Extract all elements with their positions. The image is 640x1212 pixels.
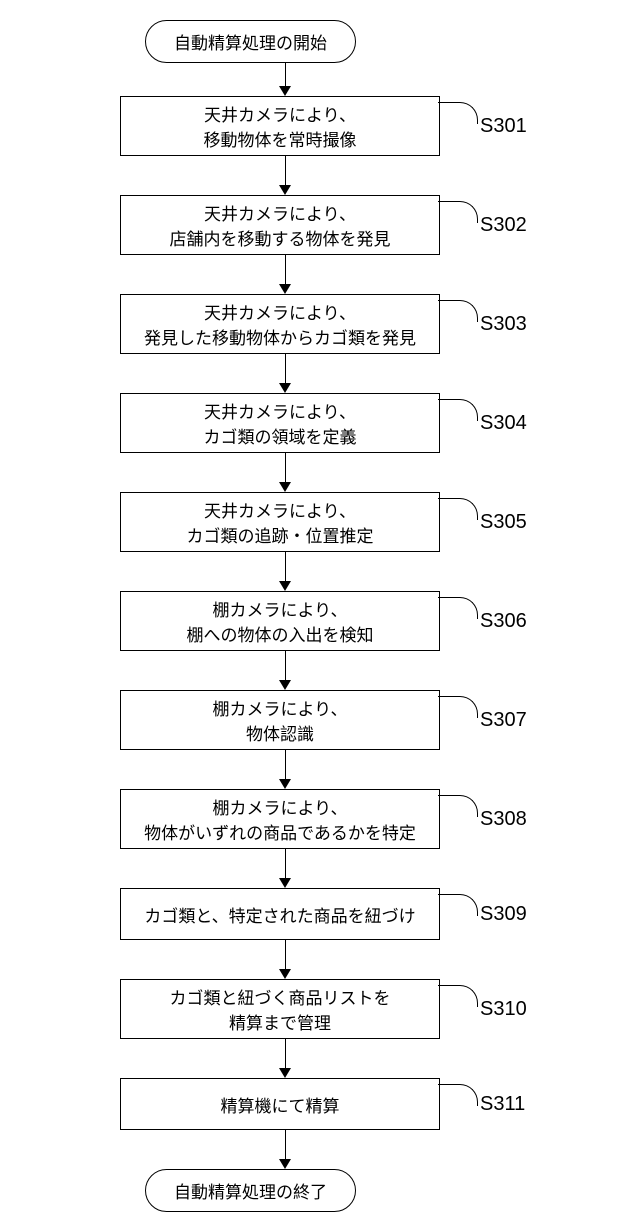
- process-box: 天井カメラにより、カゴ類の領域を定義: [120, 393, 440, 453]
- step-connector: [438, 498, 478, 520]
- process-text-line: 精算機にて精算: [127, 1092, 433, 1117]
- process-box: 天井カメラにより、移動物体を常時撮像: [120, 96, 440, 156]
- flow-arrow: [279, 552, 291, 591]
- process-text-line: 発見した移動物体からカゴ類を発見: [127, 324, 433, 349]
- process-text-line: 棚への物体の入出を検知: [127, 621, 433, 646]
- step-label: S301: [480, 115, 527, 138]
- process-text-line: 天井カメラにより、: [127, 299, 433, 324]
- process-box: 棚カメラにより、棚への物体の入出を検知: [120, 591, 440, 651]
- step-connector: [438, 102, 478, 124]
- process-text-line: 精算まで管理: [127, 1009, 433, 1034]
- process-text-line: カゴ類の追跡・位置推定: [127, 522, 433, 547]
- process-text-line: カゴ類の領域を定義: [127, 423, 433, 448]
- step-connector: [438, 201, 478, 223]
- process-text-line: 天井カメラにより、: [127, 101, 433, 126]
- step-label: S309: [480, 903, 527, 926]
- step-label: S308: [480, 808, 527, 831]
- flow-arrow: [279, 1130, 291, 1169]
- process-text-line: カゴ類と紐づく商品リストを: [127, 984, 433, 1009]
- flow-arrow: [279, 453, 291, 492]
- terminator-end: 自動精算処理の終了: [145, 1169, 356, 1212]
- step-s305: 天井カメラにより、カゴ類の追跡・位置推定 S305: [0, 492, 640, 552]
- process-box: カゴ類と紐づく商品リストを精算まで管理: [120, 979, 440, 1039]
- flow-arrow: [279, 156, 291, 195]
- process-box: 天井カメラにより、カゴ類の追跡・位置推定: [120, 492, 440, 552]
- step-connector: [438, 597, 478, 619]
- step-connector: [438, 1084, 478, 1106]
- process-text-line: 棚カメラにより、: [127, 794, 433, 819]
- flow-arrow: [279, 1039, 291, 1078]
- process-box: 棚カメラにより、物体がいずれの商品であるかを特定: [120, 789, 440, 849]
- step-s306: 棚カメラにより、棚への物体の入出を検知 S306: [0, 591, 640, 651]
- flow-arrow: [279, 940, 291, 979]
- step-connector: [438, 399, 478, 421]
- step-connector: [438, 300, 478, 322]
- step-label: S305: [480, 511, 527, 534]
- step-s309: カゴ類と、特定された商品を紐づけ S309: [0, 888, 640, 940]
- step-connector: [438, 795, 478, 817]
- step-connector: [438, 985, 478, 1007]
- process-box: 天井カメラにより、発見した移動物体からカゴ類を発見: [120, 294, 440, 354]
- step-s303: 天井カメラにより、発見した移動物体からカゴ類を発見 S303: [0, 294, 640, 354]
- process-text-line: 天井カメラにより、: [127, 497, 433, 522]
- flow-arrow: [279, 63, 291, 96]
- step-s307: 棚カメラにより、物体認識 S307: [0, 690, 640, 750]
- step-s311: 精算機にて精算 S311: [0, 1078, 640, 1130]
- process-text-line: 天井カメラにより、: [127, 398, 433, 423]
- step-label: S307: [480, 709, 527, 732]
- step-label: S310: [480, 998, 527, 1021]
- process-text-line: 店舗内を移動する物体を発見: [127, 225, 433, 250]
- step-label: S303: [480, 313, 527, 336]
- step-label: S306: [480, 610, 527, 633]
- process-box: 精算機にて精算: [120, 1078, 440, 1130]
- step-s302: 天井カメラにより、店舗内を移動する物体を発見 S302: [0, 195, 640, 255]
- flowchart-container: 自動精算処理の開始天井カメラにより、移動物体を常時撮像S301天井カメラにより、…: [0, 0, 640, 1212]
- terminator-start: 自動精算処理の開始: [145, 20, 356, 63]
- flow-arrow: [279, 651, 291, 690]
- process-box: 棚カメラにより、物体認識: [120, 690, 440, 750]
- process-text-line: 移動物体を常時撮像: [127, 126, 433, 151]
- step-label: S311: [480, 1093, 525, 1116]
- process-box: カゴ類と、特定された商品を紐づけ: [120, 888, 440, 940]
- step-s310: カゴ類と紐づく商品リストを精算まで管理 S310: [0, 979, 640, 1039]
- process-text-line: 天井カメラにより、: [127, 200, 433, 225]
- flow-arrow: [279, 849, 291, 888]
- process-text-line: 棚カメラにより、: [127, 695, 433, 720]
- step-connector: [438, 894, 478, 916]
- process-box: 天井カメラにより、店舗内を移動する物体を発見: [120, 195, 440, 255]
- step-connector: [438, 696, 478, 718]
- step-s304: 天井カメラにより、カゴ類の領域を定義 S304: [0, 393, 640, 453]
- process-text-line: カゴ類と、特定された商品を紐づけ: [127, 902, 433, 927]
- step-label: S302: [480, 214, 527, 237]
- step-s308: 棚カメラにより、物体がいずれの商品であるかを特定 S308: [0, 789, 640, 849]
- step-label: S304: [480, 412, 527, 435]
- process-text-line: 物体がいずれの商品であるかを特定: [127, 819, 433, 844]
- flow-arrow: [279, 354, 291, 393]
- flow-arrow: [279, 255, 291, 294]
- step-s301: 天井カメラにより、移動物体を常時撮像 S301: [0, 96, 640, 156]
- process-text-line: 物体認識: [127, 720, 433, 745]
- process-text-line: 棚カメラにより、: [127, 596, 433, 621]
- flow-arrow: [279, 750, 291, 789]
